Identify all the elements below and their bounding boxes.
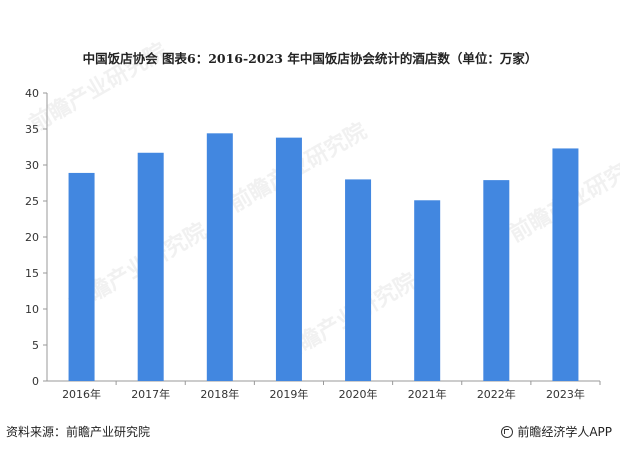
bar [137,152,164,381]
y-tick-label: 5 [32,339,39,352]
y-tick-label: 10 [25,303,39,316]
y-tick-label: 0 [32,375,39,388]
brand-logo-icon [501,425,514,438]
x-tick-label: 2021年 [408,387,447,401]
bar [68,172,95,381]
y-tick-label: 30 [25,159,39,172]
bar [206,133,233,381]
x-tick-label: 2017年 [131,387,170,401]
y-tick-label: 20 [25,231,39,244]
x-tick-label: 2023年 [546,387,585,401]
x-tick-label: 2018年 [200,387,239,401]
brand: 前瞻经济学人APP [501,423,612,440]
bar [414,200,441,381]
y-tick-label: 25 [25,195,39,208]
chart-title: 中国饭店协会 图表6：2016-2023 年中国饭店协会统计的酒店数（单位：万家… [82,51,538,66]
x-tick-label: 2019年 [269,387,308,401]
bar [275,137,302,381]
bar [345,179,372,381]
brand-text: 前瞻经济学人APP [517,425,612,439]
y-tick-label: 15 [25,267,39,280]
x-tick-label: 2016年 [62,387,101,401]
bar [552,148,579,381]
source-text: 资料来源：前瞻产业研究院 [6,425,151,439]
y-tick-label: 40 [25,87,39,100]
y-tick-label: 35 [25,123,39,136]
bar [483,180,510,381]
x-tick-label: 2020年 [339,387,378,401]
x-tick-label: 2022年 [477,387,516,401]
